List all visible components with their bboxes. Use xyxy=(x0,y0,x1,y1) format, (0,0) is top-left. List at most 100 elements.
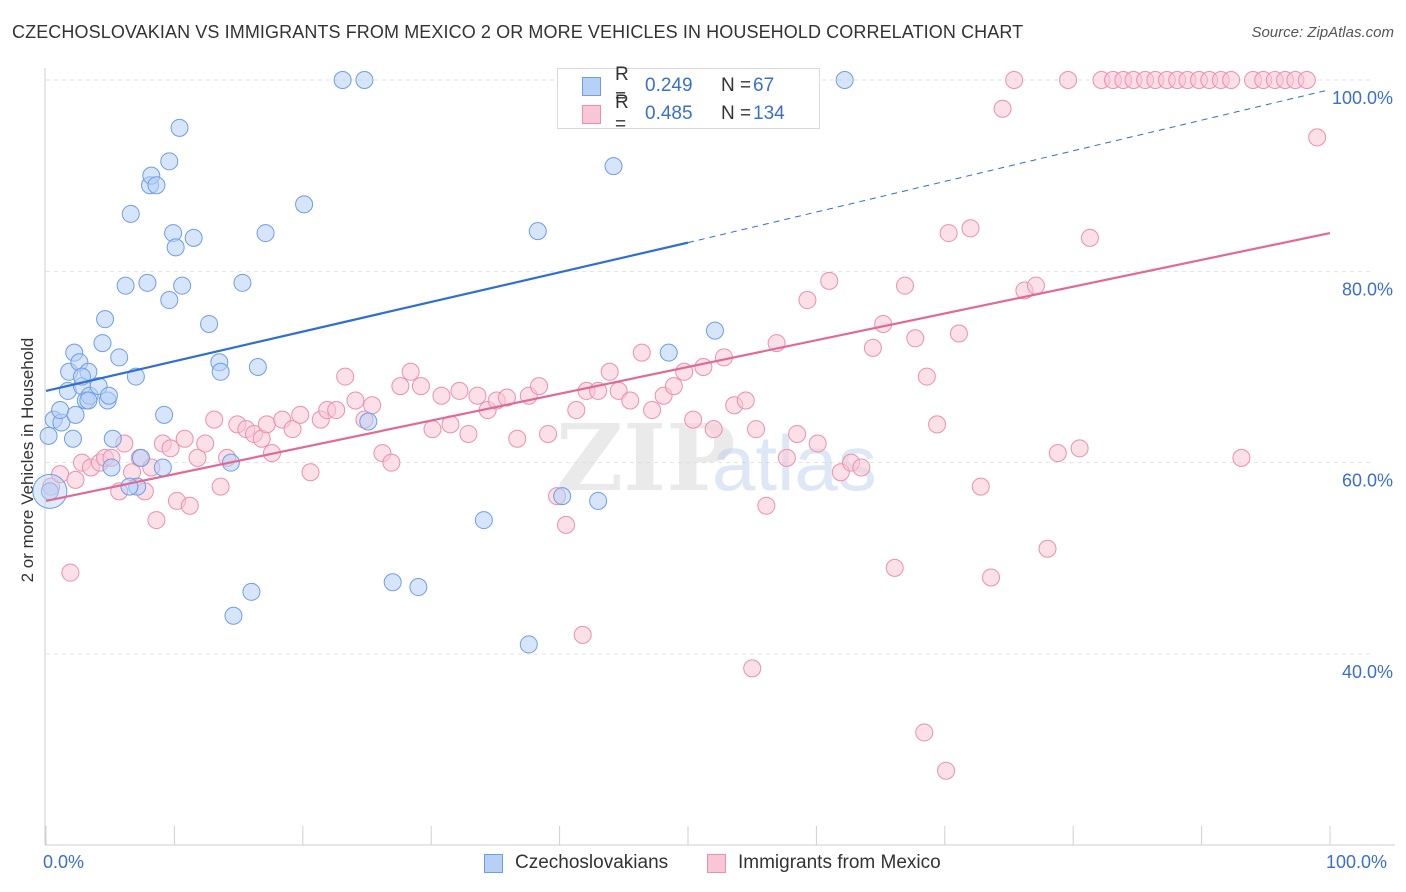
watermark-zip: ZIP xyxy=(556,404,735,512)
point-czechoslovakian xyxy=(184,228,203,247)
chart-title: CZECHOSLOVAKIAN VS IMMIGRANTS FROM MEXIC… xyxy=(12,22,1024,42)
point-czechoslovakian xyxy=(173,276,192,295)
point-czechoslovakian xyxy=(705,321,724,340)
point-mexico xyxy=(743,659,762,678)
legend-swatch-blue xyxy=(484,853,503,873)
point-mexico xyxy=(895,276,914,295)
x-tick-label-max: 100.0% xyxy=(1326,852,1388,872)
point-czechoslovakian xyxy=(295,195,314,214)
point-mexico xyxy=(508,429,527,448)
point-mexico xyxy=(205,410,224,429)
legend-n-label: N = xyxy=(721,75,752,96)
trend-line-mexico xyxy=(45,231,1331,503)
point-mexico xyxy=(736,391,755,410)
legend-label: Czechoslovakians xyxy=(515,852,669,873)
point-czechoslovakian xyxy=(132,448,151,467)
point-czechoslovakian xyxy=(248,358,267,376)
point-mexico xyxy=(939,224,958,243)
point-czechoslovakian xyxy=(242,582,261,601)
point-czechoslovakian xyxy=(79,391,98,410)
point-mexico xyxy=(808,434,827,453)
point-mexico xyxy=(530,377,549,396)
point-mexico xyxy=(291,405,310,424)
point-mexico xyxy=(982,568,1001,587)
y-tick-labels: 40.0% 60.0% 80.0% 100.0% xyxy=(1332,88,1393,682)
point-czechoslovakian xyxy=(103,429,122,448)
point-czechoslovakian xyxy=(120,477,139,496)
point-mexico xyxy=(906,329,925,348)
point-mexico xyxy=(1297,71,1316,89)
point-mexico xyxy=(993,99,1012,118)
point-czechoslovakian xyxy=(96,310,115,329)
point-mexico xyxy=(917,367,936,386)
point-mexico xyxy=(175,429,194,448)
point-czechoslovakian xyxy=(383,573,402,592)
legend-r-value: 0.249 xyxy=(645,75,693,96)
point-mexico xyxy=(411,377,430,396)
point-czechoslovakian xyxy=(256,224,275,243)
point-czechoslovakian xyxy=(155,405,174,424)
point-czechoslovakian xyxy=(126,367,145,386)
point-mexico xyxy=(621,391,640,410)
point-czechoslovakian xyxy=(51,401,70,420)
point-czechoslovakian xyxy=(153,458,172,477)
point-mexico xyxy=(468,386,487,405)
correlation-legend: R = 0.249 N = 67 R = 0.485 N = 134 xyxy=(557,64,820,135)
point-mexico xyxy=(1222,71,1241,89)
point-czechoslovakian xyxy=(233,273,252,292)
point-czechoslovakian xyxy=(93,334,112,353)
point-czechoslovakian xyxy=(63,429,82,448)
point-mexico xyxy=(557,515,576,534)
point-czechoslovakian xyxy=(211,362,230,381)
point-mexico xyxy=(573,625,592,644)
legend-item-czechoslovakians: Czechoslovakians xyxy=(484,852,668,874)
point-mexico xyxy=(798,291,817,310)
point-czechoslovakian xyxy=(138,273,157,292)
x-tick-label-min: 0.0% xyxy=(43,852,85,872)
point-mexico xyxy=(1048,444,1067,463)
data-points xyxy=(32,71,1327,780)
point-mexico xyxy=(788,424,807,443)
series-legend: Czechoslovakians Immigrants from Mexico xyxy=(0,852,1406,878)
point-czechoslovakian xyxy=(170,118,189,137)
point-czechoslovakian xyxy=(333,71,352,89)
point-mexico xyxy=(196,434,215,453)
point-czechoslovakian xyxy=(604,157,623,176)
point-czechoslovakian xyxy=(39,426,58,445)
point-mexico xyxy=(61,563,80,582)
point-czechoslovakian xyxy=(519,635,538,654)
point-mexico xyxy=(1308,128,1327,147)
point-mexico xyxy=(423,420,442,439)
point-czechoslovakian xyxy=(355,71,374,89)
legend-swatch-blue xyxy=(582,76,601,96)
legend-n-label: N = xyxy=(721,103,752,124)
point-mexico xyxy=(704,420,723,439)
point-mexico xyxy=(1038,539,1057,558)
legend-r-value: 0.485 xyxy=(645,103,693,124)
point-czechoslovakian xyxy=(589,491,608,510)
point-mexico xyxy=(257,415,276,434)
legend-r-label: R = xyxy=(615,64,629,107)
point-mexico xyxy=(1232,448,1251,467)
point-czechoslovakian xyxy=(835,71,854,89)
point-czechoslovakian xyxy=(160,291,179,310)
point-czechoslovakian xyxy=(200,314,219,333)
point-mexico xyxy=(327,401,346,420)
point-mexico xyxy=(694,358,713,376)
point-mexico xyxy=(432,386,451,405)
point-mexico xyxy=(382,453,401,472)
legend-row-mexico: R = 0.485 N = 134 xyxy=(582,92,785,135)
point-mexico xyxy=(885,558,904,577)
point-mexico xyxy=(391,377,410,396)
point-czechoslovakian xyxy=(160,152,179,171)
point-mexico xyxy=(600,362,619,381)
point-mexico xyxy=(757,496,776,515)
point-mexico xyxy=(1005,71,1024,89)
point-czechoslovakian xyxy=(224,606,243,625)
point-mexico xyxy=(928,415,947,434)
point-mexico xyxy=(450,381,469,400)
legend-swatch-pink xyxy=(582,104,601,124)
legend-label: Immigrants from Mexico xyxy=(738,852,941,873)
source-label: Source: ZipAtlas.com xyxy=(1251,24,1394,41)
legend-row-czechoslovakians: R = 0.249 N = 67 xyxy=(582,64,774,107)
